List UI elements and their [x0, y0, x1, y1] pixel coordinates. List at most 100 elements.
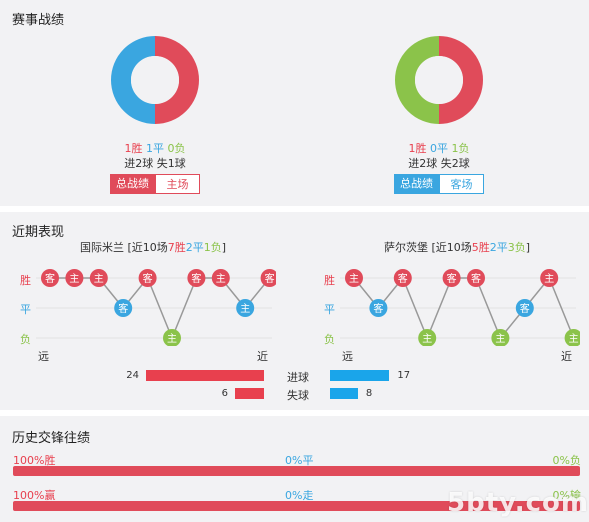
- home-match-dot: [65, 269, 84, 287]
- away-header-prefix: [近10场: [428, 241, 472, 254]
- home-win-count: 1胜: [124, 142, 143, 155]
- home-header-draws: 2平: [185, 241, 204, 254]
- home-match-dot: [114, 299, 133, 317]
- home-match-venue: 主: [216, 273, 226, 285]
- away-match-dot: [369, 299, 388, 317]
- site-watermark: 5bty.com: [447, 488, 589, 518]
- away-donut-loss-segment: [395, 36, 440, 124]
- history-draw-pct: 0%平: [285, 454, 314, 467]
- away-match-dot: [540, 269, 559, 287]
- home-match-marker: 客: [187, 269, 206, 287]
- history-handicap-loss-pct: 0%输: [552, 489, 581, 502]
- away-match-marker: 客: [467, 269, 485, 287]
- away-donut-win-segment: [438, 36, 483, 124]
- away-row-label-win: 胜: [324, 274, 335, 287]
- away-match-dot: [345, 269, 363, 287]
- history-result-bar: [13, 466, 580, 476]
- record-panel: 赛事战绩 1胜 1平 0负 进2球 失1球 总战绩 主场 1胜 0平 1负 进2…: [0, 0, 589, 206]
- home-header-wins: 7胜: [167, 241, 186, 254]
- home-row-label-win: 胜: [20, 274, 31, 287]
- away-match-dot: [564, 329, 580, 346]
- away-match-venue: 客: [398, 272, 408, 285]
- home-match-marker: 主: [65, 269, 84, 287]
- history-handicap-bar: [13, 501, 580, 511]
- away-match-marker: 主: [540, 269, 559, 287]
- home-summary: 1胜 1平 0负: [95, 140, 215, 156]
- home-match-marker: 客: [138, 269, 157, 287]
- home-match-marker: 主: [163, 329, 181, 346]
- away-goals-against-value: 8: [365, 388, 373, 399]
- away-goals-for-value: 17: [397, 370, 411, 381]
- away-match-dot: [418, 329, 437, 346]
- away-donut-hole: [415, 56, 463, 104]
- home-near-label: 近: [257, 350, 268, 363]
- home-form-line: [50, 276, 271, 340]
- away-recent-header: 萨尔茨堡 [近10场5胜2平3负]: [384, 239, 530, 255]
- home-match-dot: [138, 269, 157, 287]
- away-header-draws: 2平: [489, 241, 508, 254]
- home-match-venue: 主: [69, 273, 79, 285]
- home-goals: 进2球 失1球: [124, 157, 186, 170]
- home-goals-against-bar: [234, 388, 264, 399]
- away-draw-count: 0平: [430, 142, 448, 155]
- away-match-dot: [393, 269, 412, 287]
- away-total-tab[interactable]: 总战绩: [394, 174, 439, 194]
- away-match-venue: 主: [422, 333, 432, 345]
- history-win-pct: 100%胜: [13, 454, 56, 467]
- history-handicap-push-pct: 0%走: [285, 489, 314, 502]
- away-row-label-draw: 平: [324, 303, 335, 316]
- away-far-label: 远: [342, 350, 353, 363]
- home-match-dot: [163, 329, 181, 346]
- home-match-venue: 客: [265, 272, 275, 285]
- home-match-venue: 客: [191, 272, 201, 285]
- away-match-marker: 客: [369, 299, 388, 317]
- away-match-marker: 客: [515, 299, 534, 317]
- away-match-dot: [442, 269, 461, 287]
- away-form-line: [353, 276, 575, 340]
- home-match-marker: 客: [41, 269, 59, 287]
- section-title: 历史交锋往绩: [12, 431, 91, 446]
- away-header-wins: 5胜: [471, 241, 490, 254]
- away-loss-count: 1负: [451, 142, 470, 155]
- away-row-label-loss: 负: [324, 333, 335, 346]
- goals-against-label: 失球: [287, 389, 309, 402]
- section-title: 赛事战绩: [12, 13, 65, 28]
- away-win-count: 1胜: [408, 142, 427, 155]
- home-venue-tab[interactable]: 主场: [155, 174, 200, 194]
- home-row-label-loss: 负: [20, 333, 31, 346]
- away-match-venue: 客: [471, 272, 481, 285]
- home-goals-against-value: 6: [221, 388, 228, 399]
- home-match-venue: 客: [143, 272, 153, 285]
- home-match-marker: 主: [211, 269, 230, 287]
- home-total-tab[interactable]: 总战绩: [110, 174, 155, 194]
- away-match-dot: [467, 269, 485, 287]
- away-goals-for-bar: [330, 370, 390, 381]
- recent-panel: 近期表现 国际米兰 [近10场7胜2平1负] 萨尔茨堡 [近10场5胜2平3负]…: [0, 212, 589, 410]
- home-match-dot: [41, 269, 59, 287]
- away-goals-against-bar: [330, 388, 358, 399]
- home-header-losses: 1负: [203, 241, 222, 254]
- home-match-marker: 主: [89, 269, 108, 287]
- home-donut-draw-segment: [111, 36, 156, 124]
- home-header-prefix: [近10场: [124, 241, 168, 254]
- away-match-venue: 客: [373, 302, 383, 315]
- home-form-chart: 客主主客客主客 主主客: [36, 269, 276, 346]
- away-venue-tab[interactable]: 客场: [439, 174, 484, 194]
- home-row-label-draw: 平: [20, 303, 31, 316]
- home-match-marker: 客: [260, 269, 276, 287]
- home-match-venue: 客: [45, 272, 55, 285]
- history-panel: 历史交锋往绩 100%胜 0%平 0%负 100%赢 0%走 0%输 5bty.…: [0, 416, 589, 522]
- away-header-losses: 3负: [507, 241, 526, 254]
- home-draw-count: 1平: [146, 142, 164, 155]
- home-match-dot: [236, 299, 255, 317]
- home-recent-header: 国际米兰 [近10场7胜2平1负]: [80, 239, 226, 255]
- home-match-marker: 主: [236, 299, 255, 317]
- away-match-dot: [515, 299, 534, 317]
- away-match-venue: 客: [520, 302, 530, 315]
- home-match-venue: 主: [167, 333, 177, 345]
- away-match-marker: 客: [442, 269, 461, 287]
- away-match-venue: 主: [569, 333, 579, 345]
- home-match-dot: [260, 269, 276, 287]
- away-donut-chart: [395, 36, 483, 124]
